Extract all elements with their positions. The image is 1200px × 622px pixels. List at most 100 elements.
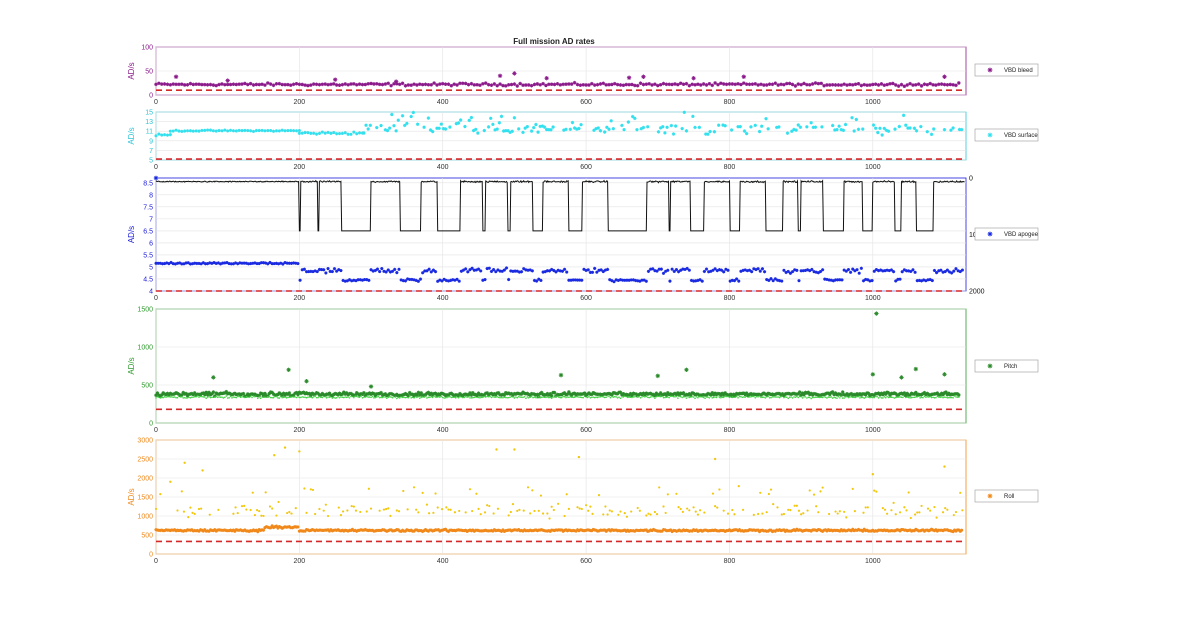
- data-point: [604, 392, 608, 397]
- x-tick-label: 200: [294, 99, 306, 106]
- data-point: [280, 82, 284, 87]
- data-point: [276, 526, 280, 530]
- data-point: [475, 82, 479, 87]
- data-point: [612, 81, 617, 86]
- data-point: [381, 396, 384, 399]
- data-point: [380, 393, 385, 397]
- data-point: [319, 267, 324, 272]
- data-point: [552, 528, 557, 533]
- data-point: [687, 392, 692, 396]
- data-point: [818, 269, 823, 274]
- data-point: [605, 528, 610, 532]
- y-axis-label: AD/s: [127, 62, 136, 79]
- y-tick-label: 7: [149, 148, 153, 155]
- data-point: [534, 393, 538, 397]
- data-point: [193, 261, 197, 265]
- data-point: [454, 121, 459, 126]
- data-point: [886, 391, 891, 395]
- data-point: [884, 529, 888, 533]
- data-point: [566, 396, 569, 398]
- data-point: [362, 131, 366, 135]
- data-point: [530, 395, 533, 398]
- data-point: [747, 396, 749, 398]
- data-point: [311, 396, 314, 399]
- data-point: [628, 391, 633, 396]
- data-point: [841, 529, 845, 533]
- data-point: [688, 393, 693, 398]
- data-point: [267, 391, 272, 396]
- data-point: [592, 391, 597, 396]
- data-point: [624, 529, 628, 533]
- data-point: [701, 82, 706, 86]
- data-point: [913, 396, 916, 399]
- data-point: [492, 512, 495, 515]
- data-point: [598, 82, 603, 86]
- data-point: [227, 391, 231, 395]
- data-point: [752, 528, 756, 532]
- data-point: [162, 396, 164, 399]
- data-point: [906, 126, 910, 130]
- data-point: [567, 82, 571, 86]
- data-point: [952, 513, 955, 517]
- data-point: [299, 396, 302, 399]
- data-point: [572, 126, 577, 130]
- data-point: [852, 129, 856, 133]
- data-point: [823, 395, 825, 398]
- data-point: [893, 127, 897, 131]
- data-point: [231, 262, 236, 266]
- data-point: [704, 393, 709, 397]
- data-point: [521, 83, 525, 87]
- data-point: [638, 279, 642, 283]
- data-point: [526, 486, 530, 489]
- data-point: [163, 133, 167, 137]
- data-point: [216, 396, 219, 399]
- data-point: [237, 128, 241, 133]
- data-point: [349, 132, 353, 136]
- data-point: [556, 268, 560, 272]
- data-point: [268, 260, 272, 265]
- data-point: [233, 529, 237, 533]
- data-point: [908, 126, 912, 130]
- y-tick-label: 15: [145, 110, 153, 117]
- data-point: [350, 392, 355, 397]
- data-point: [827, 396, 830, 398]
- data-point: [744, 82, 749, 87]
- data-point: [228, 128, 233, 132]
- data-point: [692, 396, 695, 398]
- data-point: [393, 79, 399, 84]
- data-point: [156, 261, 160, 265]
- data-point: [182, 397, 185, 399]
- data-point: [610, 528, 614, 532]
- data-point: [479, 513, 482, 516]
- data-point: [327, 396, 329, 398]
- data-point: [686, 507, 689, 510]
- data-point: [850, 116, 854, 120]
- data-point: [396, 528, 400, 532]
- data-point: [481, 82, 485, 86]
- data-point: [342, 390, 346, 394]
- data-point: [174, 128, 178, 132]
- data-point: [687, 268, 691, 272]
- data-point: [760, 396, 762, 399]
- data-point: [896, 396, 898, 398]
- data-point: [764, 83, 769, 87]
- data-point: [283, 446, 287, 449]
- data-point: [763, 396, 765, 399]
- data-point: [497, 73, 503, 78]
- data-point: [511, 393, 515, 398]
- data-point: [948, 529, 952, 533]
- data-point: [350, 504, 353, 508]
- data-point: [948, 82, 953, 87]
- data-point: [174, 82, 178, 87]
- data-point: [564, 82, 568, 86]
- data-point: [894, 396, 897, 399]
- data-point: [949, 396, 952, 399]
- data-point: [481, 278, 485, 282]
- data-point: [679, 507, 682, 511]
- data-point: [379, 390, 383, 395]
- data-point: [192, 396, 195, 398]
- data-point: [694, 510, 697, 513]
- data-point: [313, 529, 317, 533]
- data-point: [159, 493, 162, 496]
- data-point: [830, 123, 835, 128]
